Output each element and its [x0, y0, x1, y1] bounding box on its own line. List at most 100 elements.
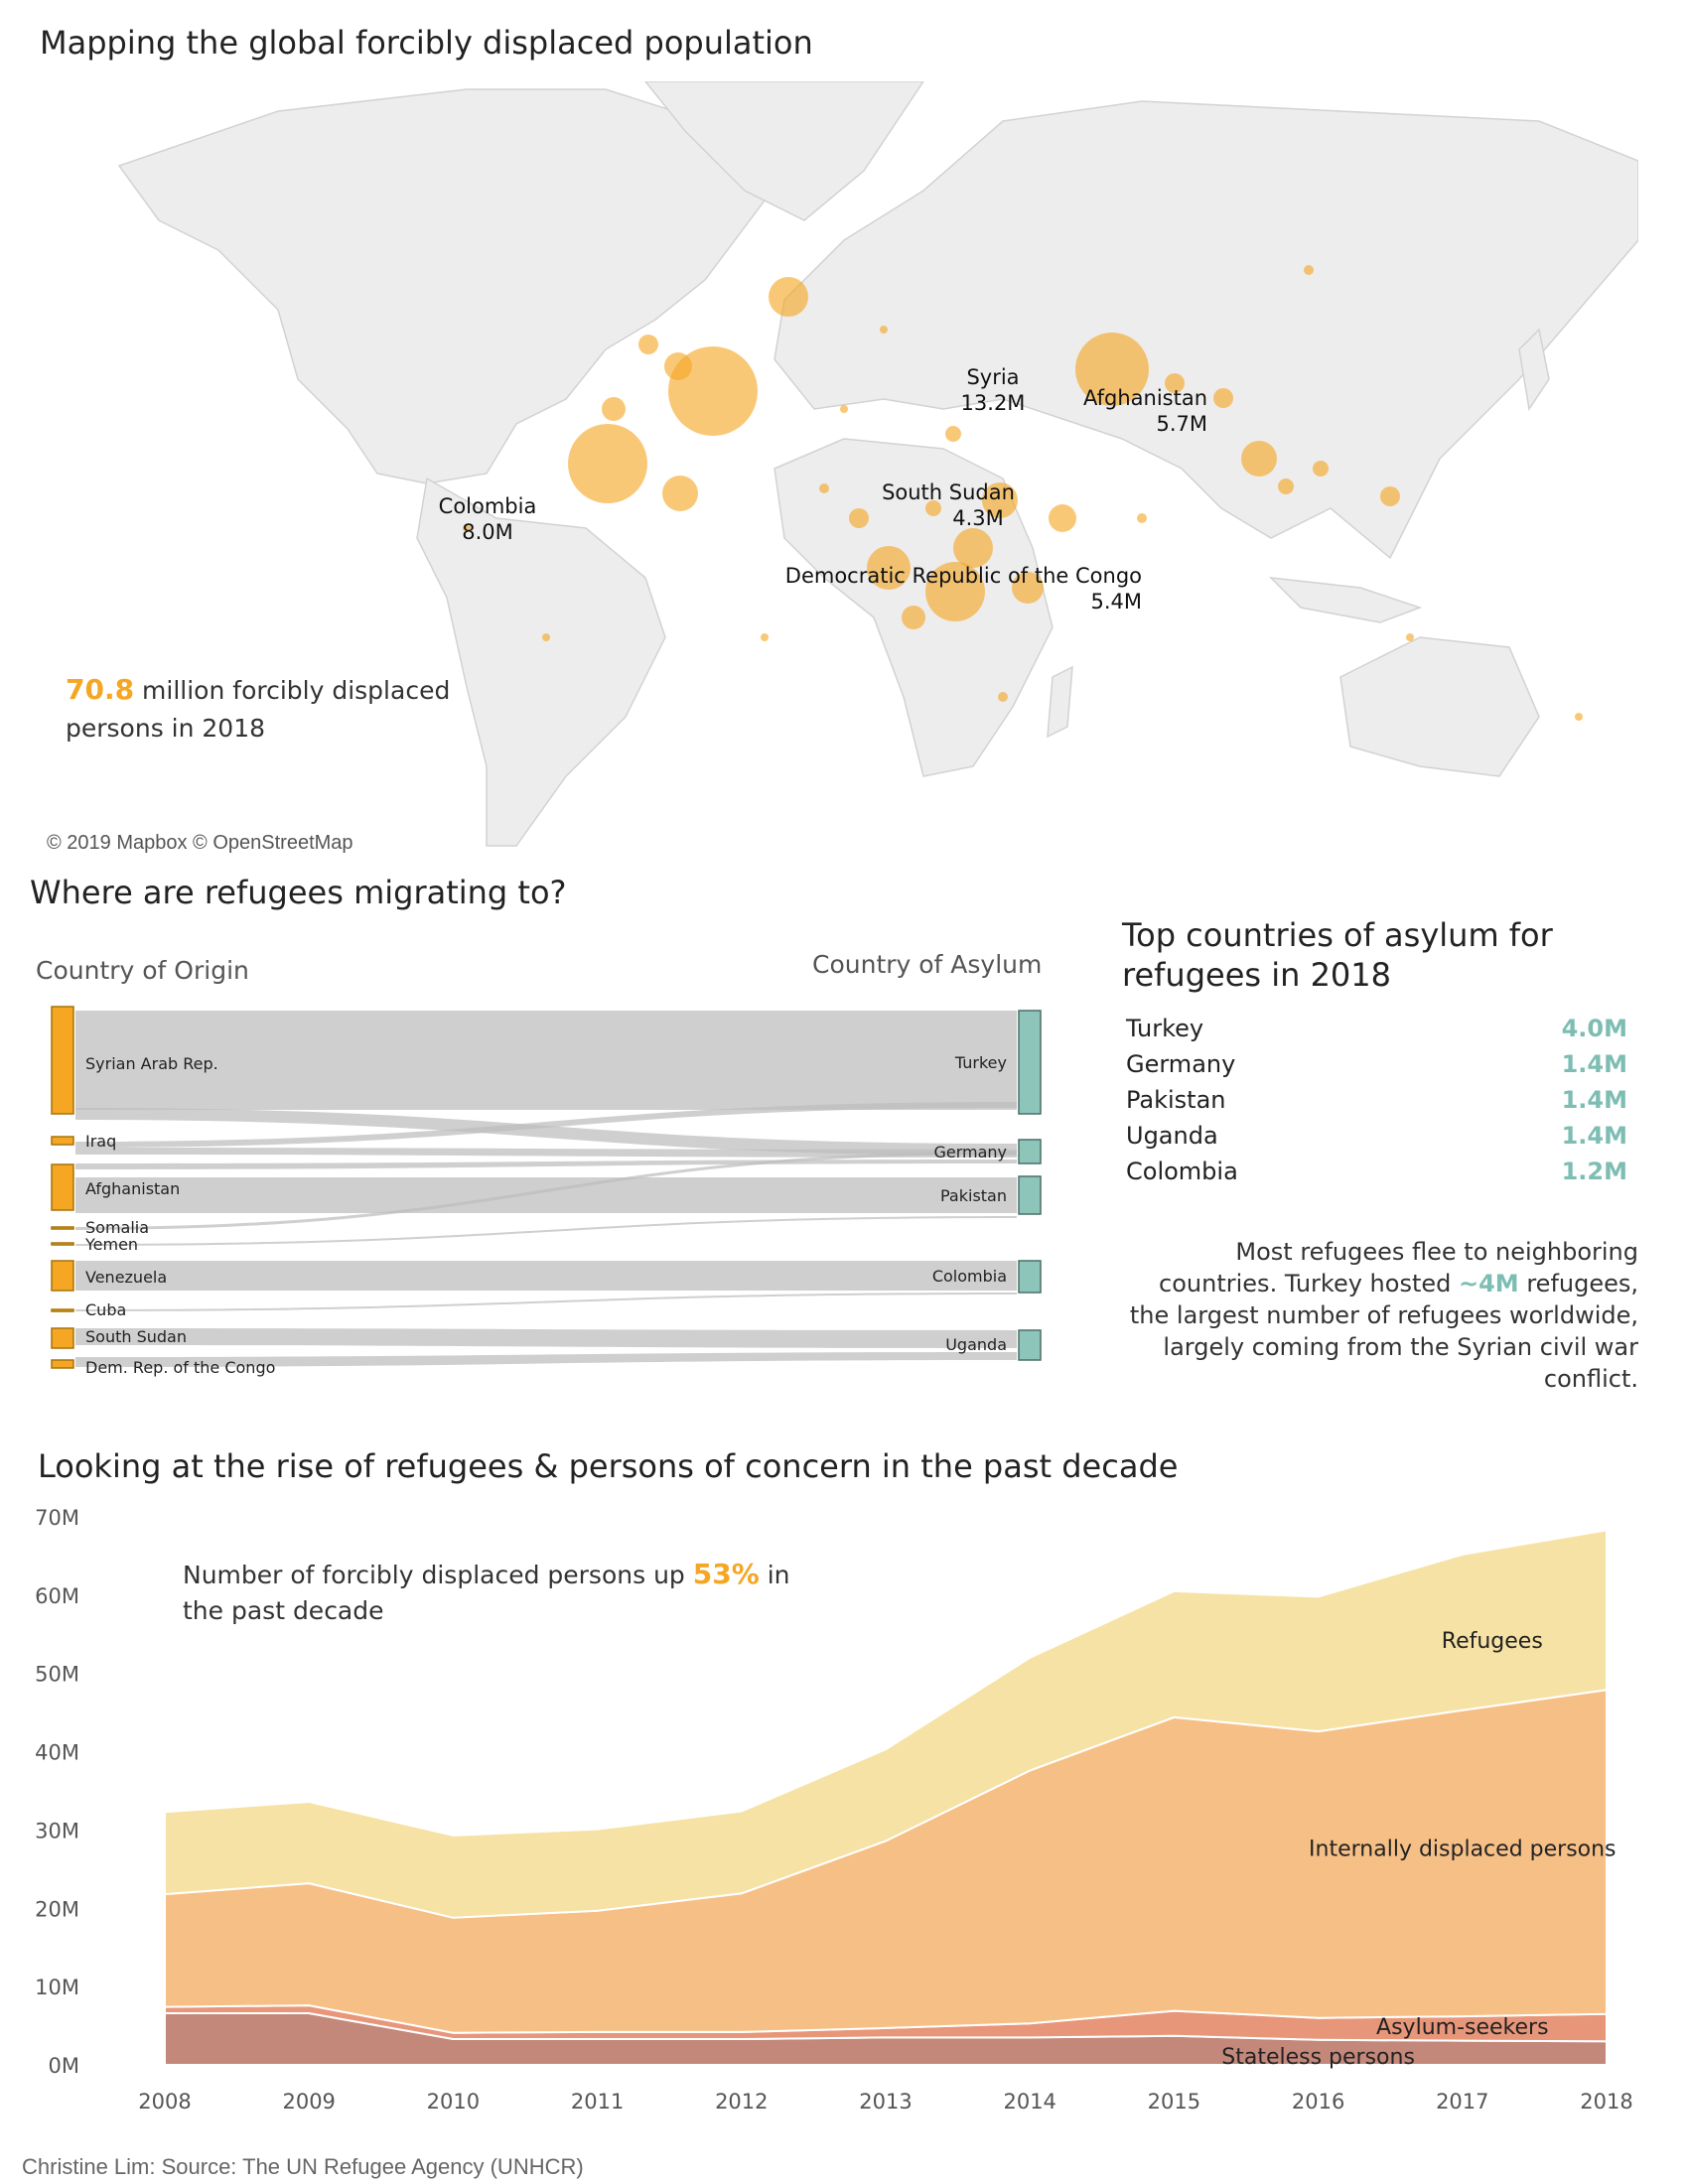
flow-south-sudan-uganda [75, 1328, 1017, 1348]
node-somalia[interactable] [51, 1226, 74, 1230]
trend-title: Looking at the rise of refugees & person… [38, 1447, 1179, 1485]
displaced-callout: 70.8 million forcibly displaced persons … [66, 673, 451, 743]
origin-label: Yemen [84, 1235, 138, 1254]
node-turkey[interactable] [1018, 1010, 1042, 1115]
origin-nodes [51, 1006, 74, 1369]
sankey-title: Where are refugees migrating to? [30, 874, 567, 911]
origin-label: Dem. Rep. of the Congo [85, 1358, 275, 1377]
world-map[interactable] [50, 81, 1638, 866]
node-germany[interactable] [1018, 1139, 1042, 1164]
sankey-flows [75, 1011, 1017, 1367]
destination-label: Germany [933, 1143, 1007, 1161]
flow-venezuela-colombia [75, 1261, 1017, 1291]
node-cuba[interactable] [51, 1308, 74, 1312]
series-label: Internally displaced persons [1309, 1838, 1616, 1862]
origin-label: South Sudan [85, 1327, 187, 1346]
node-congo[interactable] [51, 1359, 74, 1369]
table-row: Turkey 4.0M [1126, 1015, 1627, 1042]
destination-label: Uganda [945, 1335, 1007, 1354]
flow-syria-turkey [75, 1011, 1017, 1110]
flow-syria-germany [75, 1108, 1017, 1156]
node-venezuela[interactable] [51, 1260, 74, 1292]
map-title: Mapping the global forcibly displaced po… [40, 24, 813, 62]
x-tick-label: 2013 [859, 2090, 912, 2114]
x-tick-label: 2010 [427, 2090, 480, 2114]
series-label: Refugees [1442, 1629, 1543, 1654]
south-america [416, 477, 666, 847]
y-tick-label: 70M [35, 1506, 79, 1530]
series-label: Asylum-seekers [1376, 2015, 1549, 2040]
y-tick-label: 60M [35, 1584, 79, 1608]
southeast-asia-islands [1268, 577, 1423, 623]
destination-nodes [1018, 1010, 1042, 1361]
node-uganda[interactable] [1018, 1329, 1042, 1361]
x-tick-label: 2012 [715, 2090, 768, 2114]
flow-yemen [75, 1216, 1017, 1246]
bubble-congo [925, 562, 985, 621]
destination-label: Pakistan [940, 1186, 1007, 1205]
flow-somalia [75, 1152, 1017, 1230]
x-tick-label: 2009 [282, 2090, 335, 2114]
origin-label: Iraq [85, 1132, 116, 1151]
destination-label: Turkey [954, 1053, 1007, 1072]
sankey-labels: Syrian Arab Rep. Iraq Afghanistan Somali… [84, 1053, 1007, 1377]
node-iraq[interactable] [51, 1136, 74, 1146]
bubble-layer [463, 265, 1583, 721]
map-label-congo: Democratic Republic of the Congo 5.4M [784, 564, 1142, 614]
bubble-colombia [568, 424, 647, 503]
map-label-syria: Syria 13.2M [960, 365, 1026, 415]
y-tick-label: 30M [35, 1819, 79, 1843]
node-yemen[interactable] [51, 1242, 74, 1246]
north-america [117, 88, 766, 484]
origin-label: Afghanistan [85, 1179, 180, 1198]
area-refugees[interactable] [164, 1529, 1608, 1919]
x-tick-label: 2011 [571, 2090, 624, 2114]
node-south-sudan[interactable] [51, 1327, 74, 1349]
table-row: Colombia 1.2M [1126, 1158, 1627, 1185]
map-label-afghanistan: Afghanistan 5.7M [1082, 386, 1207, 436]
table-row: Uganda 1.4M [1126, 1122, 1627, 1150]
asylum-title: Top countries of asylum for refugees in … [1122, 916, 1553, 994]
flow-cuba [75, 1293, 1017, 1311]
japan [1518, 328, 1550, 411]
source-note: Christine Lim: Source: The UN Refugee Ag… [22, 2154, 584, 2179]
asylum-header: Country of Asylum [812, 950, 1043, 979]
y-tick-label: 10M [35, 1976, 79, 1999]
node-pakistan[interactable] [1018, 1175, 1042, 1215]
destination-label: Colombia [932, 1267, 1007, 1286]
x-tick-label: 2014 [1003, 2090, 1055, 2114]
flow-iraq-germany [75, 1148, 1017, 1158]
flow-iraq-turkey [75, 1102, 1017, 1148]
x-tick-label: 2008 [138, 2090, 191, 2114]
origin-header: Country of Origin [36, 956, 249, 985]
bubble-south-sudan [953, 528, 993, 568]
australia [1339, 636, 1540, 777]
node-afghanistan[interactable] [51, 1163, 74, 1211]
node-colombia[interactable] [1018, 1260, 1042, 1294]
map-attribution[interactable]: © 2019 Mapbox © OpenStreetMap [47, 832, 353, 854]
x-tick-label: 2015 [1148, 2090, 1200, 2114]
flow-congo-uganda [75, 1352, 1017, 1367]
table-row: Germany 1.4M [1126, 1050, 1627, 1078]
greenland [644, 81, 924, 221]
y-tick-label: 50M [35, 1663, 79, 1687]
map-label-south-sudan: South Sudan 4.3M [882, 480, 1015, 530]
asylum-note: Most refugees flee to neighboring countr… [1129, 1238, 1638, 1393]
x-tick-label: 2016 [1292, 2090, 1344, 2114]
flow-afghanistan-pakistan [75, 1177, 1017, 1213]
x-tick-label: 2017 [1436, 2090, 1488, 2114]
bubble-afghanistan [1075, 333, 1149, 406]
origin-label: Venezuela [85, 1268, 167, 1287]
madagascar [1047, 665, 1073, 739]
y-tick-label: 0M [49, 2054, 79, 2078]
x-tick-label: 2018 [1580, 2090, 1632, 2114]
table-row: Pakistan 1.4M [1126, 1086, 1627, 1114]
sankey-diagram[interactable]: Syrian Arab Rep. Iraq Afghanistan Somali… [40, 1003, 1062, 1385]
flow-afghanistan-germany [75, 1160, 1017, 1169]
node-syria[interactable] [51, 1006, 74, 1115]
y-tick-label: 20M [35, 1897, 79, 1921]
origin-label: Cuba [85, 1300, 126, 1319]
origin-label: Somalia [85, 1218, 149, 1237]
area-chart[interactable]: 0M 10M 20M 30M 40M 50M 60M 70M 2008 2009 2010 2011 2… [0, 1489, 1688, 2144]
y-tick-label: 40M [35, 1741, 79, 1765]
